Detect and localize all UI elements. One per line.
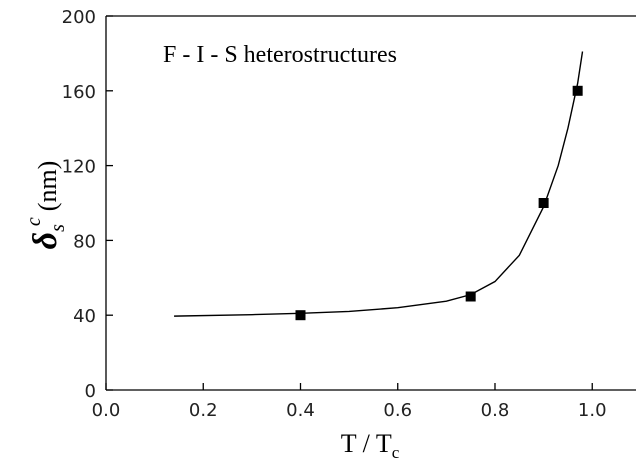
data-point xyxy=(465,291,476,302)
y-tick-label: 80 xyxy=(73,231,96,252)
fit-curve xyxy=(174,51,584,317)
data-point xyxy=(572,85,583,96)
x-tick-label: 0.4 xyxy=(286,400,315,421)
y-tick-label: 40 xyxy=(73,306,96,327)
y-tick-label: 0 xyxy=(85,381,96,402)
data-point xyxy=(295,310,306,321)
y-label-symbol: δ xyxy=(27,232,64,249)
x-tick-label: 0.8 xyxy=(481,400,510,421)
y-axis-label: δsc (nm) xyxy=(23,161,69,250)
y-label-sub: s xyxy=(47,224,69,232)
y-label-unit: (nm) xyxy=(33,161,62,212)
x-label-main: T / T xyxy=(341,429,392,458)
annotation: F - I - S heterostructures xyxy=(163,42,397,68)
y-tick-label: 200 xyxy=(62,7,96,28)
x-tick-label: 1.0 xyxy=(578,400,607,421)
x-tick-label: 0.2 xyxy=(189,400,218,421)
y-tick-label: 160 xyxy=(62,82,96,103)
x-tick-label: 0.6 xyxy=(383,400,412,421)
data-point xyxy=(538,198,549,208)
y-tick-label: 120 xyxy=(62,157,96,178)
x-label-sub: c xyxy=(392,443,400,462)
y-label-sup: c xyxy=(23,217,45,226)
x-tick-label: 0.0 xyxy=(92,400,121,421)
x-axis-label: T / Tc xyxy=(341,429,400,462)
